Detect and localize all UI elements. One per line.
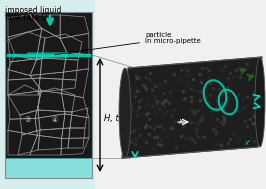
Bar [95, 0, 266, 189]
Bar [5, 12, 92, 178]
Text: ③: ③ [25, 117, 31, 123]
Text: flow rate Q: flow rate Q [5, 13, 47, 22]
Text: xᶜ: xᶜ [245, 140, 251, 146]
Text: imposed liquid: imposed liquid [5, 6, 61, 15]
Text: particle
in micro-pipette: particle in micro-pipette [55, 32, 201, 55]
Ellipse shape [255, 57, 265, 147]
Polygon shape [122, 57, 262, 158]
Text: ④: ④ [52, 117, 58, 123]
Bar [5, 158, 92, 178]
Text: x₀: x₀ [178, 118, 186, 126]
Ellipse shape [119, 68, 131, 158]
Text: H, t: H, t [104, 114, 119, 122]
